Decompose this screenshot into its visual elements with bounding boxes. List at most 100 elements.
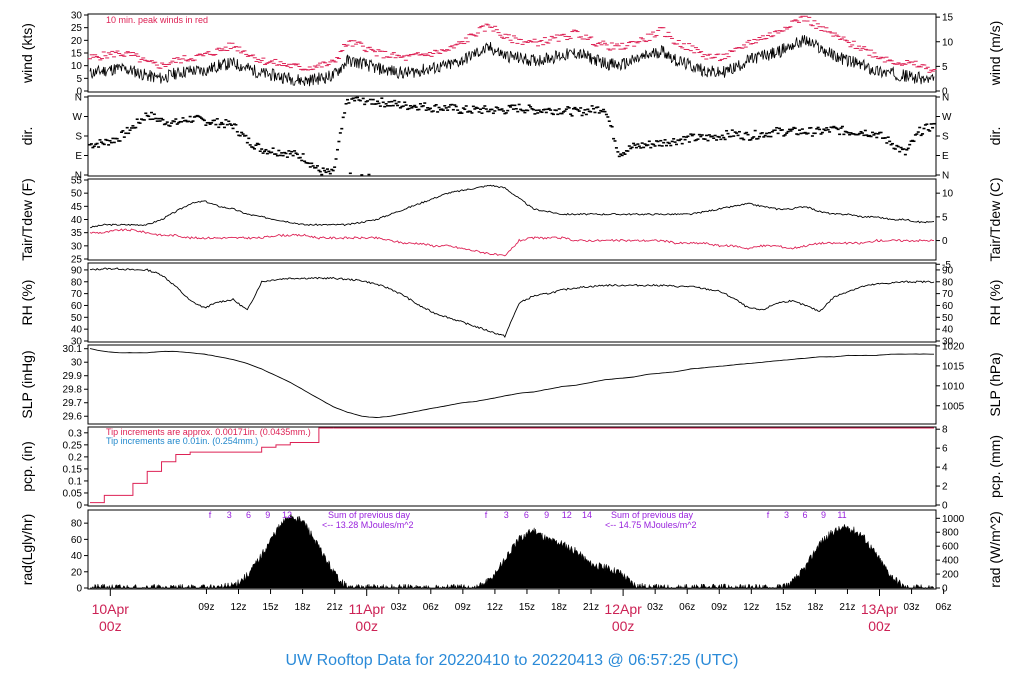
right-tick-label: 200 <box>942 570 959 581</box>
panel-frame <box>87 262 937 343</box>
radiation-hour-tick: f <box>209 510 212 520</box>
left-tick-label: 0.25 <box>63 440 83 451</box>
right-tick-label: 0 <box>942 87 948 98</box>
right-tick-label: 0 <box>942 501 948 512</box>
precip-note-blue: Tip increments are 0.01in. (0.254mm.) <box>106 436 258 446</box>
left-tick-label: 35 <box>71 228 83 239</box>
air-temperature-line <box>89 184 935 229</box>
radiation-sum-label: Sum of previous day <box>611 510 694 520</box>
time-axis: 09z 12z 15z 18z 21z 03z 06z 09z 12z 15z 18z 21z 03z 0… <box>92 589 952 634</box>
left-tick-label: 70 <box>71 289 83 300</box>
time-tick-label: 03z <box>647 602 663 613</box>
left-tick-label: 15 <box>71 49 83 60</box>
time-tick-label: 09z <box>198 602 214 613</box>
radiation-hour-tick: 3 <box>227 510 232 520</box>
right-tick-label: 1010 <box>942 381 965 392</box>
radiation-hour-tick: 14 <box>582 510 592 520</box>
time-tick-label: 12z <box>743 602 759 613</box>
y-axis-label-right: RH (%) <box>987 280 1003 326</box>
left-tick-label: 0.3 <box>68 428 82 439</box>
time-tick-label: 15z <box>775 602 791 613</box>
date-label: 13Apr <box>861 601 899 617</box>
radiation-hour-tick: 6 <box>524 510 529 520</box>
y-axis-label-right: wind (m/s) <box>987 21 1003 87</box>
left-tick-label: 30.1 <box>63 344 83 355</box>
radiation-hour-tick: 9 <box>821 510 826 520</box>
radiation-hour-tick: 9 <box>265 510 270 520</box>
dewpoint-line <box>89 228 935 257</box>
left-tick-label: 0 <box>76 584 82 595</box>
humidity-line <box>89 267 935 338</box>
wind-annotation: 10 min. peak winds in red <box>106 15 208 25</box>
time-tick-label: 03z <box>391 602 407 613</box>
right-tick-label: W <box>942 112 952 123</box>
left-tick-label: 0.05 <box>63 488 83 499</box>
date-label: 11Apr <box>349 601 386 617</box>
radiation-hour-tick: f <box>767 510 770 520</box>
radiation-sum-day2: <-- 13.28 MJoules/m^2 <box>322 520 414 530</box>
right-tick-label: 0 <box>942 584 948 595</box>
panel-temp: 25 30 35 40 45 50 55 -5 0 5 10 Tair/Tdew (F) Tair/Td… <box>19 176 1003 271</box>
left-tick-label: 40 <box>71 551 83 562</box>
date-hour-label: 00z <box>868 618 891 634</box>
right-tick-label: 8 <box>942 425 948 436</box>
radiation-hour-tick: 12 <box>282 510 292 520</box>
left-tick-label: 25 <box>71 23 83 34</box>
left-tick-label: 0.2 <box>68 452 82 463</box>
wind-speed-line <box>89 35 935 87</box>
y-axis-label-right: Tair/Tdew (C) <box>987 177 1003 261</box>
left-tick-label: 90 <box>71 265 83 276</box>
y-axis-label-right: pcp. (mm) <box>987 435 1003 498</box>
left-tick-label: 80 <box>71 277 83 288</box>
time-tick-label: 06z <box>423 602 439 613</box>
right-tick-label: N <box>942 93 949 104</box>
right-tick-label: 400 <box>942 556 959 567</box>
panel-frame <box>87 13 937 93</box>
time-tick-label: 06z <box>679 602 695 613</box>
left-tick-label: 55 <box>71 176 83 187</box>
right-tick-label: 5 <box>942 62 948 73</box>
y-axis-label: Tair/Tdew (F) <box>19 178 35 260</box>
left-tick-label: 29.8 <box>63 385 83 396</box>
radiation-hour-tick: 3 <box>504 510 509 520</box>
precip-note-red: Tip increments are approx. 0.00171in. (0… <box>106 427 311 437</box>
left-tick-label: 50 <box>71 189 83 200</box>
right-tick-label: 1005 <box>942 401 965 412</box>
left-tick-label: 5 <box>76 74 82 85</box>
left-tick-label: 30 <box>71 11 83 22</box>
right-tick-label: 1020 <box>942 341 965 352</box>
date-label: 10Apr <box>92 601 130 617</box>
y-axis-label: wind (kts) <box>19 23 35 84</box>
left-tick-label: 0 <box>76 87 82 98</box>
radiation-hour-tick: 11 <box>837 510 846 520</box>
left-tick-label: 29.7 <box>63 398 83 409</box>
left-tick-label: 80 <box>71 519 83 530</box>
time-tick-label: 03z <box>904 602 920 613</box>
time-tick-label: 21z <box>839 602 855 613</box>
right-tick-label: 15 <box>942 13 954 24</box>
left-tick-label: N <box>75 93 82 104</box>
right-tick-label: 90 <box>942 265 954 276</box>
time-tick-label: 09z <box>711 602 727 613</box>
right-tick-label: 5 <box>942 212 948 223</box>
left-tick-label: 50 <box>71 313 83 324</box>
left-tick-label: 29.6 <box>63 412 83 423</box>
y-axis-label-right: rad (W/m^2) <box>987 511 1003 588</box>
date-hour-label: 00z <box>99 618 122 634</box>
panel-frame <box>87 95 937 177</box>
right-tick-label: 4 <box>942 463 948 474</box>
right-tick-label: -5 <box>942 260 951 271</box>
left-tick-label: 29.9 <box>63 371 83 382</box>
right-tick-label: 60 <box>942 301 954 312</box>
radiation-hour-tick: f <box>485 510 488 520</box>
time-tick-label: 21z <box>583 602 599 613</box>
left-tick-label: 20 <box>71 567 83 578</box>
radiation-hour-tick: 6 <box>802 510 807 520</box>
left-tick-label: 10 <box>71 61 83 72</box>
radiation-hour-tick: 12 <box>562 510 572 520</box>
panel-frame <box>87 426 937 507</box>
radiation-hour-tick: 9 <box>544 510 549 520</box>
right-tick-label: 50 <box>942 313 954 324</box>
